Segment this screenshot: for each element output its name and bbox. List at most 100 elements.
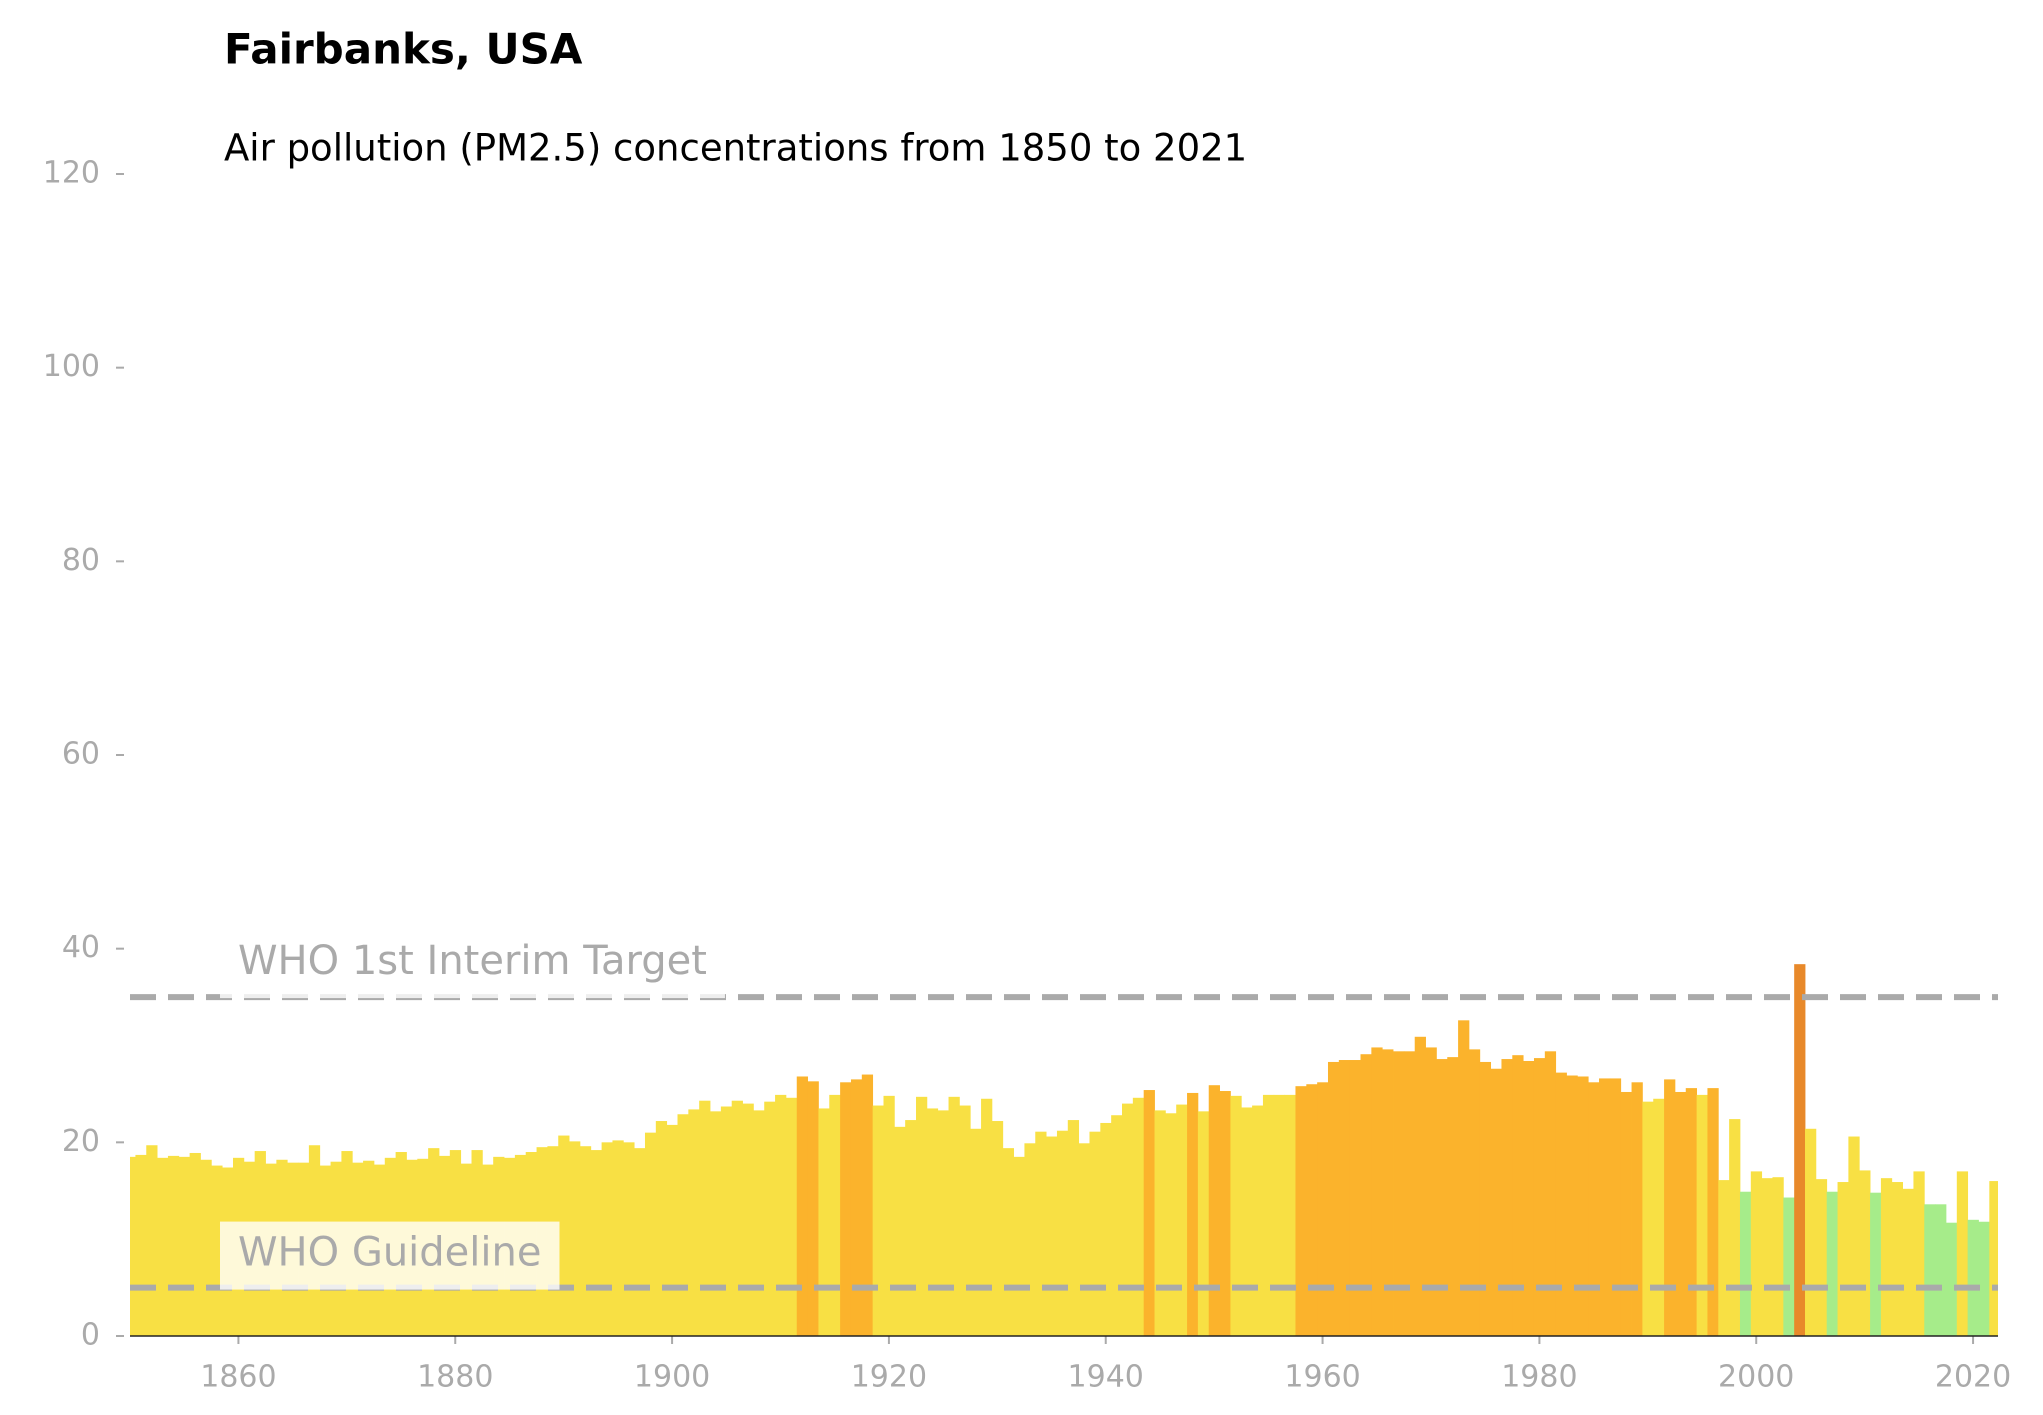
bar (1002, 1148, 1014, 1336)
bar (612, 1140, 624, 1336)
x-tick-label: 1980 (1501, 1360, 1577, 1395)
bar (634, 1148, 646, 1336)
bar (1718, 1180, 1730, 1336)
bar (850, 1079, 863, 1336)
bar (1566, 1075, 1578, 1336)
bar (1436, 1059, 1448, 1336)
bar (1111, 1115, 1123, 1336)
bar (558, 1135, 570, 1336)
bar (178, 1156, 191, 1336)
reference-label: WHO Guideline (238, 1230, 541, 1276)
bar (1360, 1054, 1372, 1336)
bar (1295, 1086, 1307, 1336)
bar (1501, 1059, 1513, 1336)
bar (981, 1098, 993, 1336)
bar (1327, 1061, 1340, 1336)
bar (1533, 1058, 1546, 1336)
bar (1197, 1111, 1210, 1336)
bar (1371, 1047, 1383, 1336)
bar (590, 1150, 603, 1336)
bar (1588, 1082, 1600, 1336)
y-tick-label: 0 (81, 1318, 100, 1353)
bar (883, 1095, 895, 1336)
bar (1458, 1020, 1470, 1336)
bar (1783, 1197, 1795, 1336)
bar (1739, 1191, 1752, 1336)
x-tick-label: 1900 (634, 1360, 710, 1395)
bar (1870, 1192, 1882, 1336)
bar (1338, 1060, 1351, 1336)
y-tick-label: 80 (62, 543, 100, 578)
bar (829, 1094, 841, 1336)
bar (807, 1081, 819, 1336)
bar (959, 1105, 971, 1336)
bar (1490, 1068, 1502, 1336)
bar (1544, 1051, 1557, 1336)
bar (1187, 1092, 1199, 1336)
bar (699, 1100, 711, 1336)
bar (688, 1109, 700, 1336)
bar (1685, 1088, 1698, 1336)
x-tick-label: 1940 (1068, 1360, 1144, 1395)
bar (1642, 1101, 1654, 1336)
bar (1067, 1120, 1080, 1336)
bar (742, 1103, 754, 1336)
reference-label: WHO 1st Interim Target (238, 938, 707, 984)
bar (579, 1146, 592, 1336)
y-tick-label: 100 (43, 349, 100, 384)
bar (1891, 1182, 1903, 1336)
bar (1729, 1119, 1741, 1336)
bar (1468, 1049, 1481, 1336)
bar (1414, 1036, 1426, 1336)
bar (1750, 1171, 1763, 1336)
y-tick-label: 120 (43, 156, 100, 191)
bar (1859, 1170, 1871, 1336)
bar (948, 1096, 960, 1336)
bar (1512, 1055, 1524, 1336)
bar (1100, 1122, 1112, 1336)
bar (872, 1105, 884, 1336)
bar (720, 1106, 733, 1336)
bar (937, 1110, 949, 1336)
bar (926, 1108, 939, 1336)
bar (1241, 1107, 1253, 1336)
bar (1631, 1082, 1643, 1336)
bar (1620, 1091, 1632, 1336)
bar (1707, 1088, 1719, 1336)
x-tick-label: 1960 (1284, 1360, 1360, 1395)
bar (1479, 1061, 1492, 1336)
bar (1273, 1094, 1286, 1336)
bar (1349, 1060, 1361, 1336)
bar (1056, 1130, 1069, 1336)
bar (861, 1074, 874, 1336)
bar (1523, 1060, 1535, 1336)
bar (1924, 1204, 1936, 1336)
bar (785, 1097, 798, 1336)
bar (1035, 1131, 1047, 1336)
bar (1956, 1171, 1969, 1336)
bar (796, 1076, 808, 1336)
bar (601, 1142, 613, 1336)
bar (1143, 1090, 1155, 1336)
bar (666, 1124, 678, 1336)
bar (1794, 964, 1806, 1336)
x-tick-label: 1880 (417, 1360, 493, 1395)
bar (1165, 1113, 1177, 1336)
bar (146, 1145, 158, 1336)
bar (200, 1159, 212, 1336)
x-tick-label: 1920 (851, 1360, 927, 1395)
bar (1382, 1049, 1394, 1336)
bar (1013, 1156, 1025, 1336)
bar (818, 1108, 830, 1336)
bar (211, 1165, 223, 1336)
bar (1024, 1143, 1036, 1336)
bar (916, 1096, 928, 1336)
bar (1609, 1078, 1622, 1336)
bar (1284, 1094, 1296, 1336)
bar (1555, 1072, 1567, 1336)
bar (1880, 1178, 1893, 1336)
bar (167, 1155, 180, 1336)
bar (1219, 1091, 1231, 1336)
bar (1761, 1178, 1773, 1336)
bar (1664, 1079, 1676, 1336)
